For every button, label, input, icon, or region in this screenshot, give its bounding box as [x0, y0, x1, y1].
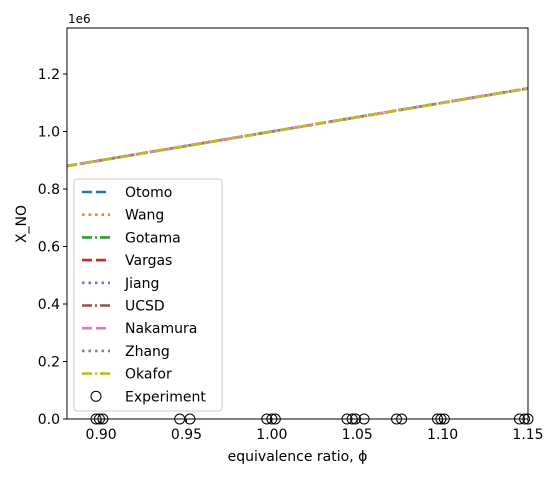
- y-tick-label: 0.8: [38, 182, 60, 198]
- y-tick-label: 1.2: [38, 67, 60, 83]
- y-tick-label: 1.0: [38, 125, 60, 141]
- y-tick-label: 0.6: [38, 240, 60, 256]
- legend-frame: [73, 178, 223, 412]
- x-tick-label: 1.00: [256, 427, 287, 443]
- legend-label-ucsd: UCSD: [125, 299, 165, 315]
- legend-label-zhang: Zhang: [125, 344, 170, 360]
- x-axis-label: equivalence ratio, ϕ: [228, 449, 368, 465]
- y-offset-label: 1e6: [68, 12, 91, 26]
- legend-label-okafor: Okafor: [125, 367, 172, 383]
- series-layer: [67, 87, 528, 168]
- legend: Otomo Wang Gotama Vargas Jiang UCSD Nakamura Zh…: [73, 178, 223, 412]
- y-axis-label: X_NO: [14, 205, 30, 243]
- x-tick-label: 1.05: [342, 427, 373, 443]
- y-tick-label: 0.2: [38, 355, 60, 371]
- legend-label-wang: Wang: [125, 208, 164, 224]
- x-tick-label: 0.95: [171, 427, 202, 443]
- y-tick-label: 0.0: [38, 412, 60, 428]
- x-tick-label: 0.90: [86, 427, 117, 443]
- legend-label-experiment: Experiment: [125, 389, 206, 405]
- plot-frame: [66, 27, 529, 420]
- legend-label-gotama: Gotama: [125, 230, 181, 246]
- y-tick-label: 0.4: [38, 297, 60, 313]
- x-tick-label: 1.15: [512, 427, 543, 443]
- legend-swatch-experiment: [90, 390, 102, 402]
- legend-label-nakamura: Nakamura: [125, 321, 197, 337]
- y-axis: 0.0 0.2 0.4 0.6 0.8 1.0 1.2: [38, 67, 67, 428]
- legend-label-otomo: Otomo: [125, 185, 172, 201]
- series-line-okafor: [67, 87, 528, 168]
- x-axis: 0.90 0.95 1.00 1.05 1.10 1.15: [86, 419, 544, 443]
- x-tick-label: 1.10: [427, 427, 458, 443]
- legend-label-vargas: Vargas: [125, 253, 172, 269]
- legend-label-jiang: Jiang: [124, 276, 159, 292]
